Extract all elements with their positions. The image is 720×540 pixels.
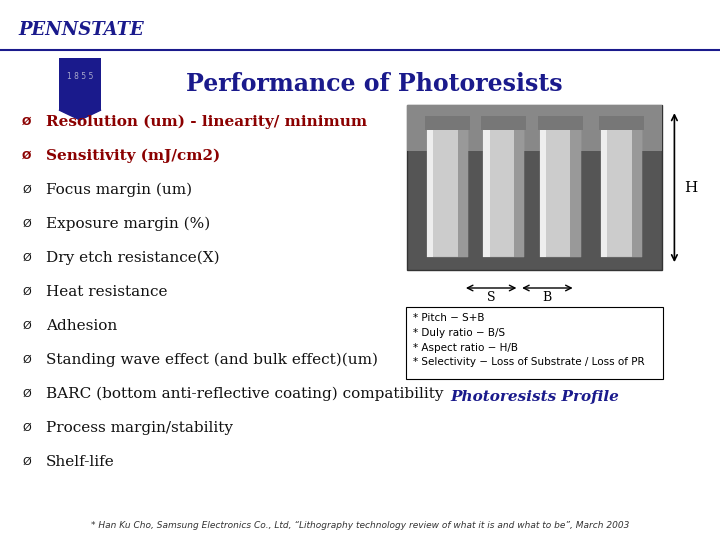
Text: Photoresists Profile: Photoresists Profile	[450, 390, 619, 404]
Bar	[601, 118, 642, 257]
Text: Ø: Ø	[22, 287, 31, 297]
Bar	[484, 118, 490, 257]
Text: Dry etch resistance(X): Dry etch resistance(X)	[46, 251, 220, 265]
Bar	[458, 118, 468, 257]
Bar	[540, 118, 546, 257]
Text: Ø: Ø	[22, 117, 32, 127]
Text: Ø: Ø	[22, 457, 31, 467]
Text: Process margin/stability: Process margin/stability	[46, 421, 233, 435]
Text: B: B	[543, 291, 552, 304]
Polygon shape	[59, 110, 101, 120]
Text: BARC (bottom anti-reflective coating) compatibility: BARC (bottom anti-reflective coating) co…	[46, 387, 444, 401]
Text: H: H	[685, 181, 698, 194]
Bar	[631, 118, 642, 257]
Text: * Han Ku Cho, Samsung Electronics Co., Ltd, “Lithography technology review of wh: * Han Ku Cho, Samsung Electronics Co., L…	[91, 521, 629, 530]
Bar	[426, 116, 470, 130]
FancyBboxPatch shape	[406, 307, 663, 379]
Text: Ø: Ø	[22, 185, 31, 195]
Text: Ø: Ø	[22, 151, 32, 161]
Bar	[570, 118, 580, 257]
Bar	[538, 116, 582, 130]
Text: Ø: Ø	[22, 355, 31, 365]
Text: 1 8 5 5: 1 8 5 5	[67, 72, 93, 80]
Text: Heat resistance: Heat resistance	[46, 285, 168, 299]
Text: S: S	[487, 291, 495, 304]
Text: Resolution (um) - linearity/ minimum: Resolution (um) - linearity/ minimum	[46, 115, 367, 129]
Bar	[484, 118, 524, 257]
Bar	[59, 58, 101, 110]
Text: Performance of Photoresists: Performance of Photoresists	[186, 72, 563, 96]
Text: PENNSTATE: PENNSTATE	[18, 21, 144, 39]
Bar	[482, 116, 526, 130]
Text: Shelf-life: Shelf-life	[46, 455, 114, 469]
Text: Standing wave effect (and bulk effect)(um): Standing wave effect (and bulk effect)(u…	[46, 353, 378, 367]
Text: Exposure margin (%): Exposure margin (%)	[46, 217, 210, 231]
Text: * Pitch − S+B
* Duly ratio − B/S
* Aspect ratio − H/B
* Selectivity − Loss of Su: * Pitch − S+B * Duly ratio − B/S * Aspec…	[413, 313, 644, 367]
Text: Ø: Ø	[22, 253, 31, 263]
Text: Adhesion: Adhesion	[46, 319, 117, 333]
Text: Sensitivity (mJ/cm2): Sensitivity (mJ/cm2)	[46, 149, 220, 163]
Text: Ø: Ø	[22, 389, 31, 399]
Text: Ø: Ø	[22, 423, 31, 433]
Text: Ø: Ø	[22, 321, 31, 331]
Text: Ø: Ø	[22, 219, 31, 229]
Bar	[407, 105, 662, 151]
Bar	[599, 116, 644, 130]
Text: Focus margin (um): Focus margin (um)	[46, 183, 192, 197]
Bar	[427, 118, 433, 257]
Bar	[427, 118, 468, 257]
Bar	[540, 118, 580, 257]
Bar	[407, 105, 662, 270]
Bar	[514, 118, 524, 257]
Bar	[601, 118, 607, 257]
